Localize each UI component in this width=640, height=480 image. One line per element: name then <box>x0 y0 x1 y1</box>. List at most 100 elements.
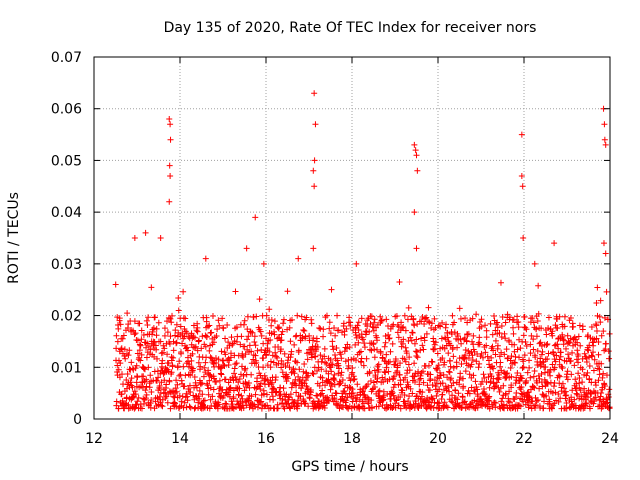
data-point <box>602 382 609 389</box>
data-point-peak <box>311 157 318 164</box>
data-point <box>252 403 259 410</box>
data-point <box>374 346 381 353</box>
data-point <box>364 323 371 330</box>
data-point <box>252 391 259 398</box>
data-point <box>460 383 467 390</box>
data-point <box>463 338 470 345</box>
data-point <box>371 383 378 390</box>
y-tick-label: 0.05 <box>51 153 82 169</box>
data-point <box>366 328 373 335</box>
data-point <box>165 368 172 375</box>
data-point <box>464 319 471 326</box>
data-point <box>276 324 283 331</box>
data-point <box>325 376 332 383</box>
data-point <box>514 313 521 320</box>
data-point <box>419 342 426 349</box>
data-point <box>173 377 180 384</box>
data-point <box>220 357 227 364</box>
data-point <box>565 339 572 346</box>
data-point <box>414 354 421 361</box>
data-point <box>124 370 131 377</box>
data-point <box>492 400 499 407</box>
data-point <box>470 341 477 348</box>
data-point <box>147 346 154 353</box>
data-point <box>492 337 499 344</box>
data-point <box>562 345 569 352</box>
data-point <box>545 350 552 357</box>
data-point <box>561 323 568 330</box>
data-point <box>510 330 517 337</box>
data-point <box>502 335 509 342</box>
data-point <box>288 384 295 391</box>
data-point <box>370 379 377 386</box>
data-point <box>202 359 209 366</box>
data-point <box>576 374 583 381</box>
data-point <box>597 319 604 326</box>
data-point <box>313 338 320 345</box>
data-point <box>511 348 518 355</box>
data-point-peak <box>166 116 173 123</box>
data-point <box>436 369 443 376</box>
data-point <box>134 374 141 381</box>
data-point <box>147 372 154 379</box>
data-point <box>371 316 378 323</box>
data-point <box>401 356 408 363</box>
data-point <box>508 353 515 360</box>
data-point <box>127 379 134 386</box>
data-point <box>572 336 579 343</box>
data-point <box>406 393 413 400</box>
data-point <box>142 387 149 394</box>
data-point <box>125 405 132 412</box>
data-point <box>547 372 554 379</box>
data-point <box>483 342 490 349</box>
data-point <box>245 397 252 404</box>
data-point <box>375 361 382 368</box>
data-point <box>170 347 177 354</box>
data-point <box>440 403 447 410</box>
data-point <box>543 331 550 338</box>
data-point <box>521 313 528 320</box>
data-point <box>335 327 342 334</box>
data-point <box>322 382 329 389</box>
data-point <box>532 354 539 361</box>
data-point <box>276 392 283 399</box>
data-point-peak <box>142 229 149 236</box>
data-point <box>505 398 512 405</box>
data-point <box>229 374 236 381</box>
data-point <box>353 398 360 405</box>
data-point <box>332 332 339 339</box>
data-point <box>144 322 151 329</box>
data-point <box>308 320 315 327</box>
data-point <box>148 389 155 396</box>
data-point <box>287 338 294 345</box>
data-point <box>458 340 465 347</box>
data-point <box>378 317 385 324</box>
data-point <box>606 355 613 362</box>
data-point <box>564 376 571 383</box>
data-point <box>533 325 540 332</box>
data-point <box>140 395 147 402</box>
data-point-peak <box>414 167 421 174</box>
data-point <box>233 360 240 367</box>
data-point-peak <box>311 183 318 190</box>
data-point <box>542 363 549 370</box>
data-point <box>147 404 154 411</box>
data-point <box>309 343 316 350</box>
data-point <box>121 346 128 353</box>
data-point <box>116 315 123 322</box>
data-point <box>258 398 265 405</box>
data-point <box>522 339 529 346</box>
data-point-peak <box>412 147 419 154</box>
data-point <box>351 375 358 382</box>
data-point <box>421 334 428 341</box>
data-point <box>592 379 599 386</box>
data-point <box>192 343 199 350</box>
data-point <box>461 356 468 363</box>
data-point <box>226 357 233 364</box>
data-point <box>264 340 271 347</box>
data-point <box>570 323 577 330</box>
data-point <box>551 342 558 349</box>
data-point <box>294 402 301 409</box>
data-point <box>129 384 136 391</box>
data-point <box>191 405 198 412</box>
